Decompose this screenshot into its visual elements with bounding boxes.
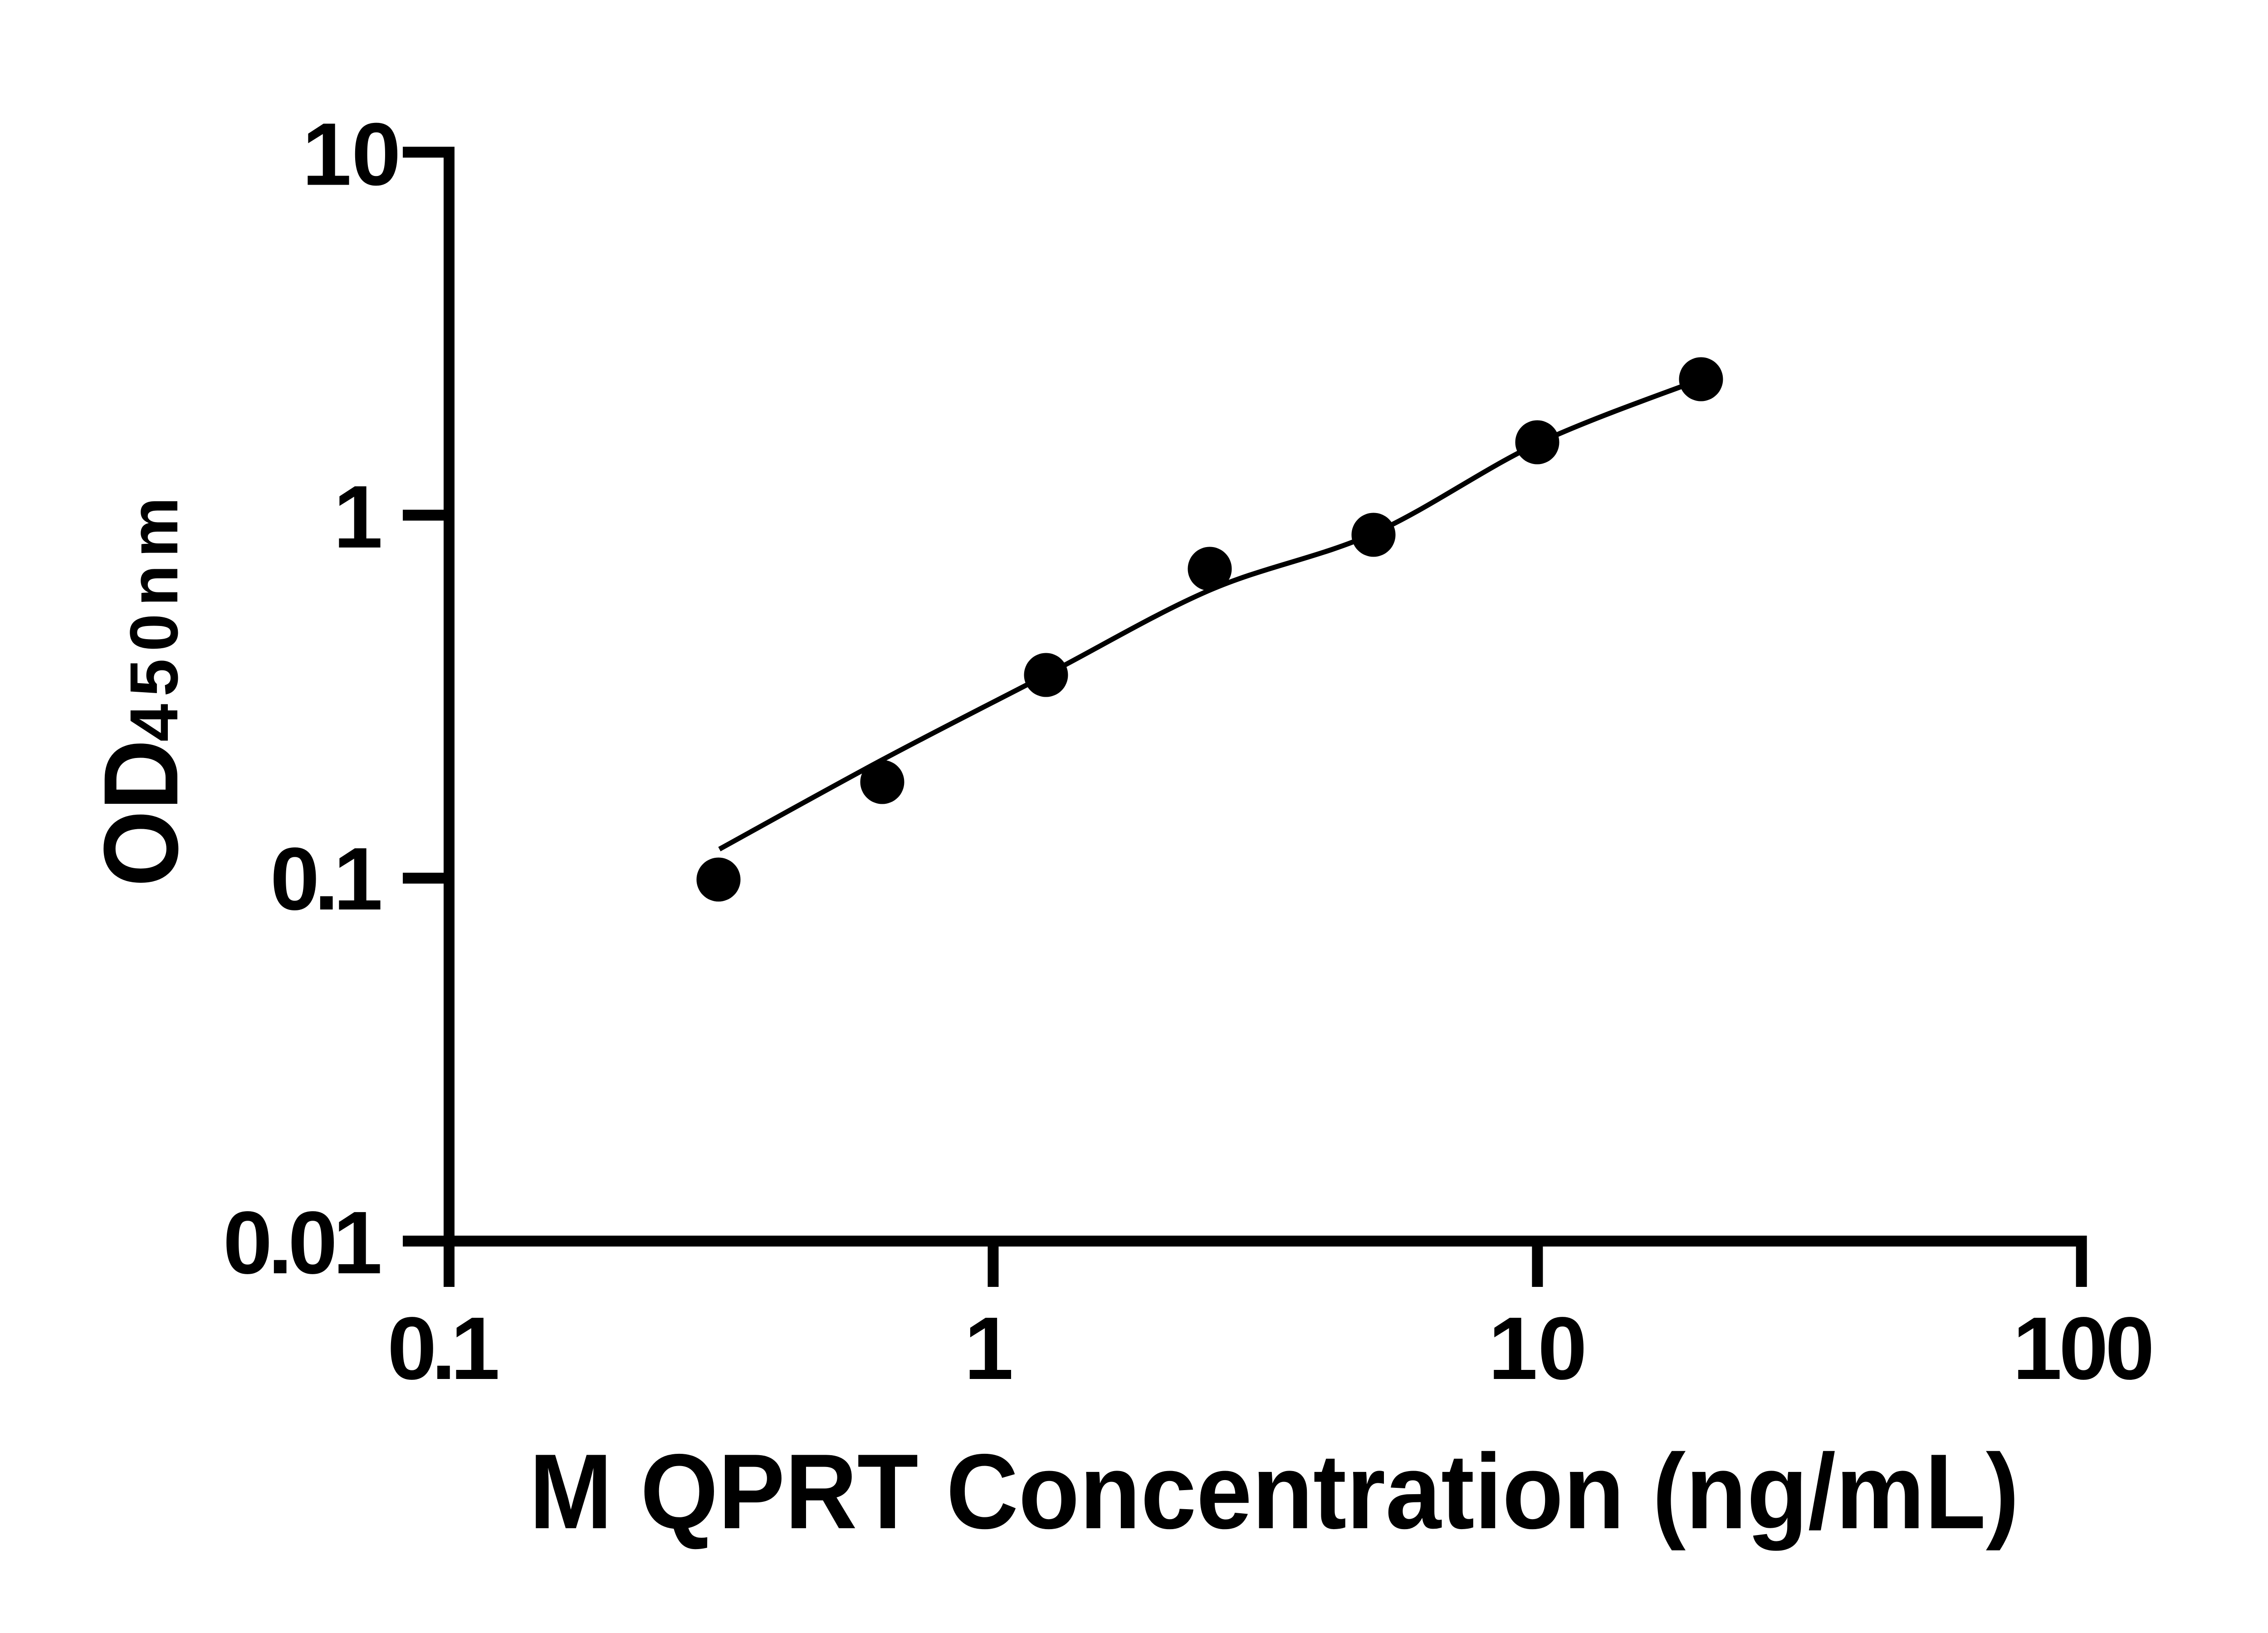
svg-text:1: 1: [333, 467, 383, 567]
svg-text:10: 10: [302, 105, 401, 204]
svg-text:0.01: 0.01: [223, 1193, 380, 1292]
svg-text:0.1: 0.1: [270, 829, 381, 929]
svg-text:0.1: 0.1: [387, 1299, 498, 1398]
svg-text:10: 10: [1488, 1299, 1587, 1398]
svg-text:1: 1: [964, 1299, 1013, 1398]
svg-text:100: 100: [2013, 1299, 2151, 1398]
svg-text:450nm: 450nm: [116, 490, 192, 742]
svg-text:M QPRT Concentration (ng/mL): M QPRT Concentration (ng/mL): [529, 1432, 2019, 1551]
svg-text:OD: OD: [82, 739, 200, 887]
